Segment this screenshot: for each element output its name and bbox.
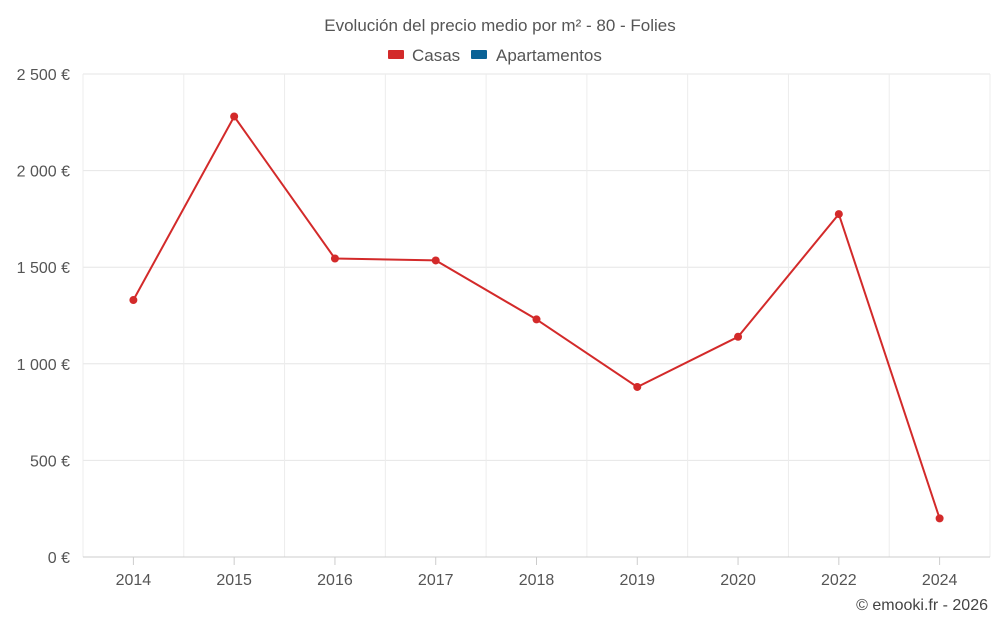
x-tick-label: 2020 xyxy=(720,572,756,589)
legend-swatch-casas xyxy=(388,50,404,59)
legend[interactable]: Casas Apartamentos xyxy=(388,46,602,65)
data-point-casas[interactable] xyxy=(431,256,440,265)
x-tick-label: 2018 xyxy=(519,572,555,589)
x-tick-label: 2016 xyxy=(317,572,353,589)
x-tick-label: 2019 xyxy=(619,572,655,589)
chart-title: Evolución del precio medio por m² - 80 -… xyxy=(324,16,675,35)
legend-item-casas[interactable]: Casas xyxy=(388,46,460,65)
data-point-casas[interactable] xyxy=(330,254,339,263)
grid xyxy=(82,73,991,557)
data-point-casas[interactable] xyxy=(129,296,138,305)
y-tick-label: 0 € xyxy=(48,550,70,567)
legend-swatch-apartamentos xyxy=(471,50,487,59)
credit-text: © emooki.fr - 2026 xyxy=(856,597,988,614)
y-tick-label: 1 000 € xyxy=(17,357,70,374)
y-tick-label: 2 500 € xyxy=(17,67,70,84)
x-tick-label: 2024 xyxy=(922,572,958,589)
data-point-casas[interactable] xyxy=(532,315,541,324)
data-point-casas[interactable] xyxy=(935,514,944,523)
x-tick-label: 2014 xyxy=(116,572,152,589)
legend-label-apartamentos: Apartamentos xyxy=(496,46,602,65)
x-tick-label: 2015 xyxy=(216,572,252,589)
y-axis: 0 € 500 € 1 000 € 1 500 € 2 000 € 2 500 € xyxy=(17,67,70,567)
data-point-casas[interactable] xyxy=(834,210,843,219)
data-point-casas[interactable] xyxy=(633,382,642,391)
y-tick-label: 1 500 € xyxy=(17,260,70,277)
data-point-casas[interactable] xyxy=(734,332,743,341)
y-tick-label: 2 000 € xyxy=(17,164,70,181)
legend-item-apartamentos[interactable]: Apartamentos xyxy=(471,46,602,65)
x-tick-label: 2017 xyxy=(418,572,454,589)
y-tick-label: 500 € xyxy=(30,453,70,470)
series-layer xyxy=(129,112,944,523)
x-tick-label: 2022 xyxy=(821,572,857,589)
legend-label-casas: Casas xyxy=(412,46,460,65)
x-axis: 2014 2015 2016 2017 2018 2019 2020 2022 2024 xyxy=(83,556,990,589)
data-point-casas[interactable] xyxy=(230,112,239,121)
